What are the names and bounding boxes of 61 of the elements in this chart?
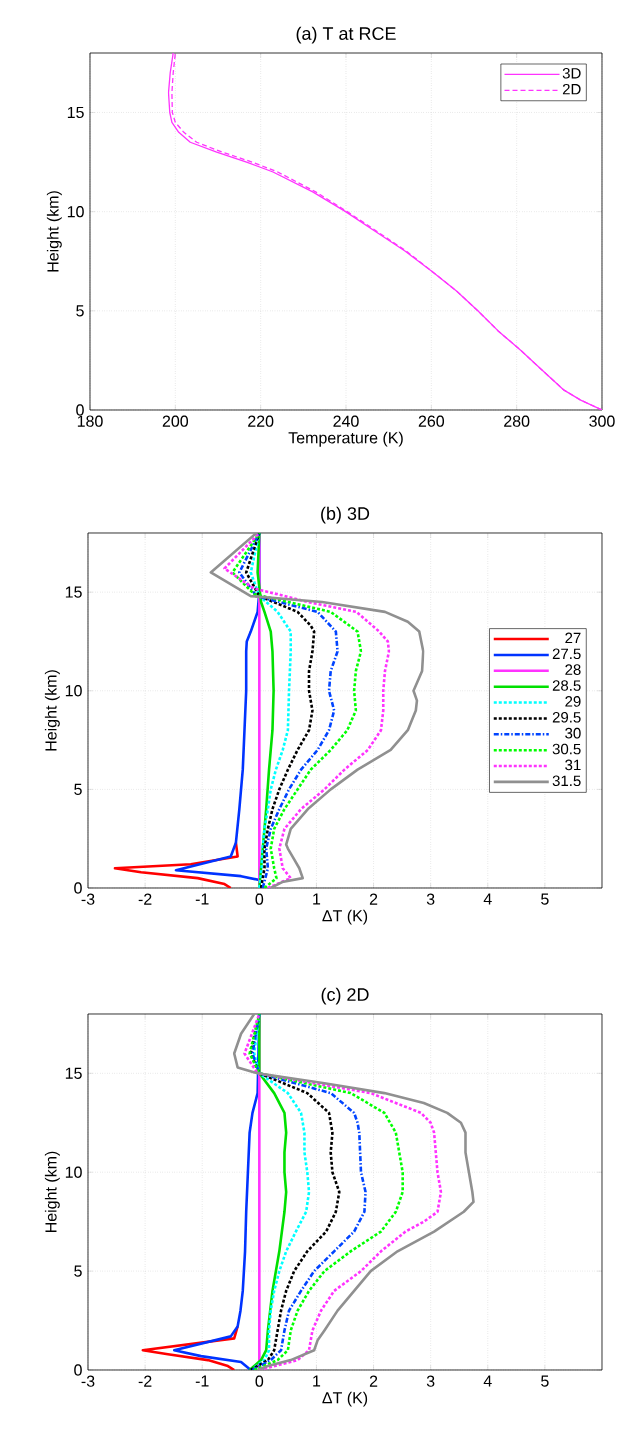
- x-tick-label: 0: [255, 1375, 264, 1387]
- y-axis-title: Height (km): [44, 670, 60, 751]
- x-tick-label: 240: [333, 415, 359, 427]
- chart-title: (c) 2D: [321, 987, 369, 1005]
- y-tick-label: 10: [65, 685, 82, 697]
- y-tick-label: 0: [74, 882, 82, 894]
- y-tick-label: 15: [67, 106, 84, 119]
- line-series: [209, 533, 425, 888]
- legend-label: 29.5: [552, 711, 581, 723]
- legend-label: 27: [565, 632, 581, 644]
- legend-label: 3D: [562, 68, 581, 79]
- x-axis-title: ΔT (K): [322, 909, 368, 925]
- x-tick-label: 5: [541, 1375, 549, 1387]
- y-tick-label: 5: [74, 783, 82, 795]
- x-tick-label: 260: [418, 415, 445, 427]
- x-tick-label: 4: [483, 893, 492, 905]
- legend-label: 28.5: [552, 680, 581, 691]
- y-tick-label: 0: [74, 1364, 82, 1376]
- x-tick-label: 4: [483, 1375, 492, 1387]
- legend-label: 27.5: [552, 648, 581, 660]
- y-tick-label: 15: [65, 1067, 82, 1079]
- y-axis-title: Height (km): [44, 1151, 60, 1233]
- y-tick-label: 5: [76, 305, 84, 317]
- line-series: [251, 1013, 367, 1370]
- legend-label: 29: [565, 696, 581, 707]
- y-tick-label: 15: [65, 586, 82, 598]
- x-tick-label: 5: [541, 893, 549, 905]
- y-tick-label: 10: [65, 1166, 82, 1178]
- x-tick-label: 180: [77, 415, 103, 427]
- x-tick-label: -2: [138, 893, 152, 905]
- x-tick-label: 220: [248, 415, 274, 427]
- legend-label: 31: [565, 759, 581, 771]
- legend-label: 30.5: [552, 743, 581, 755]
- chart-title: (b) 3D: [321, 506, 370, 524]
- x-tick-label: 1: [313, 1375, 321, 1387]
- x-tick-label: 2: [369, 1375, 378, 1387]
- x-tick-label: 3: [426, 1375, 435, 1387]
- x-tick-label: 2: [369, 893, 378, 905]
- chart-title: (a) T at RCE: [296, 26, 396, 44]
- y-tick-label: 10: [67, 206, 84, 218]
- legend-label: 31.5: [552, 775, 581, 787]
- x-tick-label: -2: [138, 1375, 152, 1387]
- x-tick-label: -1: [195, 1375, 209, 1387]
- x-axis-title: ΔT (K): [322, 1391, 368, 1407]
- x-tick-label: -3: [81, 1375, 95, 1387]
- y-axis-title: Height (km): [46, 191, 62, 272]
- x-tick-label: 3: [426, 893, 435, 905]
- x-tick-label: 0: [255, 893, 264, 905]
- x-tick-label: -1: [195, 893, 209, 905]
- y-tick-label: 5: [74, 1265, 82, 1277]
- x-tick-label: 300: [589, 415, 615, 427]
- legend-label: 2D: [562, 83, 581, 95]
- legend-label: 30: [565, 727, 581, 739]
- line-series: [238, 533, 339, 888]
- y-tick-label: 0: [76, 404, 84, 416]
- x-tick-label: -3: [81, 893, 95, 905]
- x-tick-label: 280: [504, 415, 530, 427]
- legend-label: 28: [565, 664, 581, 675]
- x-axis-title: Temperature (K): [288, 431, 403, 447]
- x-tick-label: 200: [162, 415, 189, 427]
- x-tick-label: 1: [313, 893, 321, 905]
